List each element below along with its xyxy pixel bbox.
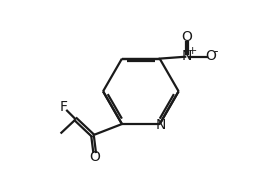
Text: +: + xyxy=(188,46,197,56)
Text: N: N xyxy=(155,118,166,132)
Text: N: N xyxy=(182,49,192,63)
Text: O: O xyxy=(205,49,216,63)
Text: O: O xyxy=(182,30,192,44)
Text: O: O xyxy=(89,150,100,164)
Text: -: - xyxy=(214,45,218,59)
Text: F: F xyxy=(59,100,67,114)
